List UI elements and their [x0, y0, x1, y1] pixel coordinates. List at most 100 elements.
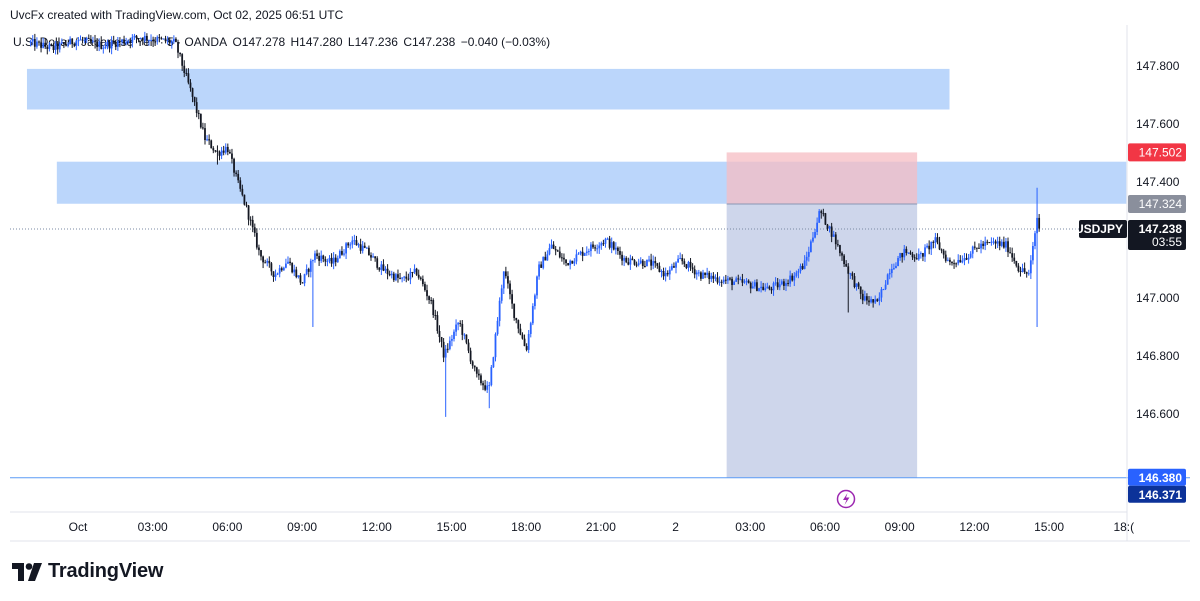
candle [202, 122, 204, 130]
candle [780, 279, 783, 286]
candle [915, 253, 918, 260]
candle [820, 209, 823, 219]
candle [390, 270, 393, 279]
candle [255, 228, 258, 250]
candle [301, 282, 304, 284]
candle [297, 275, 300, 279]
candle [33, 33, 36, 51]
candle [832, 230, 835, 237]
candle [179, 52, 181, 57]
position-target-zone[interactable] [726, 204, 918, 478]
candle [457, 322, 460, 331]
candle [112, 35, 115, 45]
candle [573, 258, 576, 267]
candle [280, 266, 283, 272]
candle [459, 320, 462, 327]
candle [517, 319, 520, 334]
candle [853, 273, 856, 289]
position-stop-zone[interactable] [726, 152, 918, 205]
candle [496, 317, 499, 336]
candle [930, 241, 933, 255]
candle [648, 255, 650, 263]
svg-text:146.371: 146.371 [1139, 488, 1183, 502]
candle [197, 109, 200, 120]
candle [436, 311, 439, 334]
ohlc-high: H147.280 [290, 35, 343, 49]
candle [106, 39, 109, 50]
candle [378, 267, 381, 272]
candle [845, 260, 848, 268]
candle [903, 244, 906, 261]
candle [969, 251, 972, 259]
time-tick-label: 2 [672, 520, 679, 534]
candle [1019, 266, 1022, 277]
candle [743, 279, 746, 284]
candle [469, 347, 472, 365]
candle [720, 279, 723, 287]
supply-zone-2[interactable] [56, 161, 1127, 204]
candle [247, 204, 250, 226]
candle [753, 279, 756, 289]
candle [75, 39, 78, 51]
candle [239, 177, 242, 192]
candle [770, 286, 773, 294]
candle [351, 236, 354, 249]
candle [434, 309, 437, 320]
candle [473, 365, 476, 372]
candle [739, 276, 742, 281]
candle [330, 253, 333, 267]
candle [687, 260, 690, 272]
candle [170, 39, 173, 49]
stop-price-badge: 147.502 [1128, 143, 1186, 162]
candle [919, 251, 922, 259]
candle [156, 35, 159, 45]
candle [365, 246, 368, 249]
tradingview-logo[interactable]: TradingView [12, 560, 163, 583]
candle [702, 269, 704, 279]
candle [500, 284, 503, 304]
candle [245, 201, 248, 208]
candle [525, 343, 528, 352]
candle [554, 246, 557, 256]
candle [291, 262, 294, 274]
candle [617, 246, 619, 255]
price-tick-label: 147.000 [1136, 291, 1180, 305]
candle [282, 266, 285, 271]
supply-zone-1[interactable] [26, 68, 950, 110]
candle [569, 259, 572, 270]
candle [430, 297, 433, 305]
candle [222, 145, 225, 156]
candle [44, 38, 47, 49]
candle [81, 36, 84, 44]
candle [102, 45, 105, 54]
candle [1017, 263, 1020, 273]
price-tick-label: 146.600 [1136, 407, 1180, 421]
candle [538, 261, 540, 280]
lightning-event-icon[interactable] [836, 489, 856, 509]
candle [643, 260, 646, 268]
candle [523, 334, 526, 347]
candle [905, 246, 908, 256]
candle [1036, 187, 1038, 327]
candle [386, 264, 389, 280]
candle [536, 275, 538, 299]
candle [963, 252, 966, 266]
candle [762, 282, 765, 291]
candle [334, 254, 337, 267]
candle [776, 278, 779, 290]
candle [602, 239, 605, 246]
candle [994, 239, 997, 249]
candle [266, 258, 269, 267]
candle [824, 212, 827, 226]
candle [805, 251, 808, 266]
candle [1027, 269, 1030, 276]
candle [502, 271, 505, 295]
candle [662, 267, 665, 280]
candle [556, 249, 559, 252]
candle [571, 260, 574, 264]
candle [243, 194, 246, 206]
candle [513, 303, 516, 321]
candle [973, 241, 976, 250]
